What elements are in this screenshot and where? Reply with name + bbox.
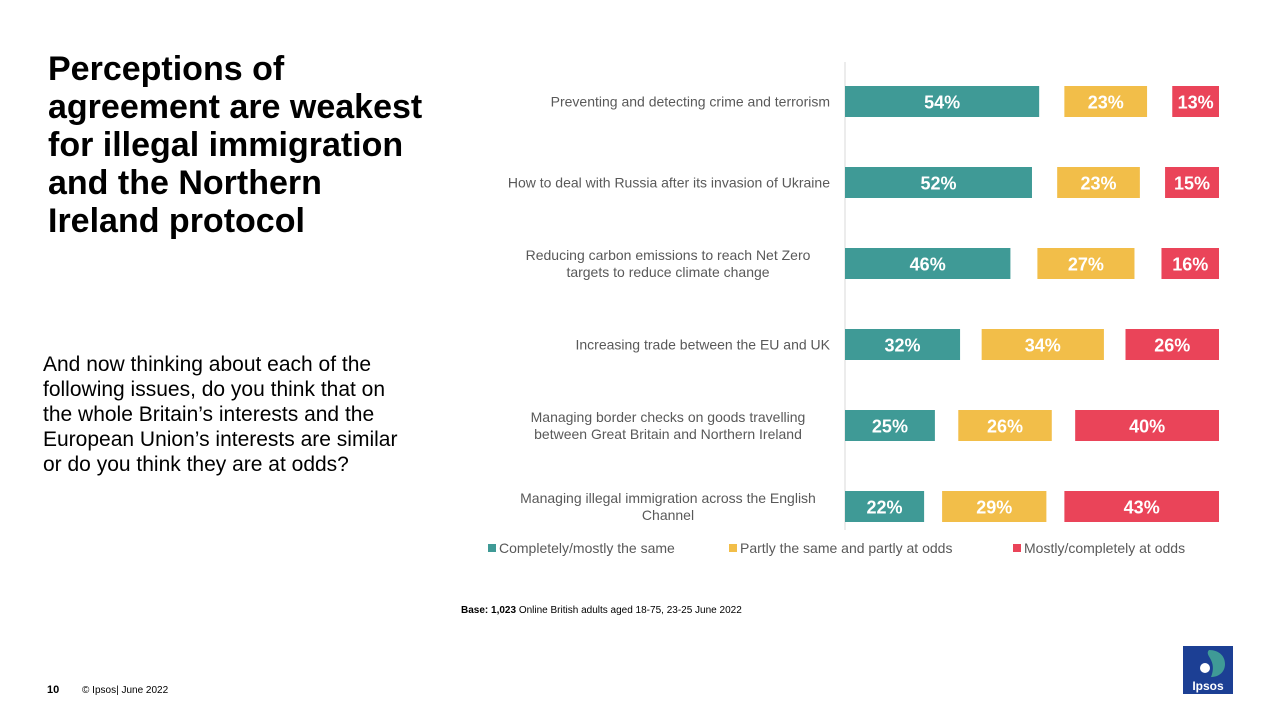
- bar-odds: [1172, 86, 1219, 117]
- bar-value-label: 25%: [872, 417, 908, 437]
- legend-label-odds: Mostly/completely at odds: [1024, 540, 1185, 556]
- bar-partly: [942, 491, 1047, 522]
- bar-odds: [1165, 167, 1219, 198]
- base-prefix: Base: 1,023: [461, 605, 517, 616]
- legend-label-same: Completely/mostly the same: [499, 540, 675, 556]
- bar-same: [845, 491, 925, 522]
- bar-value-label: 29%: [976, 498, 1012, 518]
- bar-value-label: 16%: [1172, 255, 1208, 275]
- bar-partly: [958, 410, 1052, 441]
- bar-value-label: 40%: [1129, 417, 1165, 437]
- survey-question: And now thinking about each of the follo…: [43, 353, 398, 476]
- bar-value-label: 43%: [1124, 498, 1160, 518]
- bar-same: [845, 329, 961, 360]
- bar-same: [845, 167, 1032, 198]
- bar-same: [845, 86, 1040, 117]
- bar-partly: [981, 329, 1104, 360]
- logo-wordmark: Ipsos: [1192, 679, 1224, 693]
- category-label: Managing illegal immigration across the …: [520, 490, 816, 523]
- category-label: Reducing carbon emissions to reach Net Z…: [526, 247, 811, 280]
- bar-value-label: 52%: [920, 174, 956, 194]
- legend-swatch-odds: [1013, 544, 1021, 552]
- copyright: © Ipsos| June 2022: [82, 685, 169, 696]
- bar-value-label: 34%: [1025, 336, 1061, 356]
- bar-value-label: 46%: [910, 255, 946, 275]
- bar-value-label: 23%: [1081, 174, 1117, 194]
- legend-swatch-partly: [729, 544, 737, 552]
- bar-value-label: 26%: [1154, 336, 1190, 356]
- bar-partly: [1064, 86, 1148, 117]
- bar-value-label: 54%: [924, 93, 960, 113]
- bar-odds: [1161, 248, 1219, 279]
- legend-label-partly: Partly the same and partly at odds: [740, 540, 952, 556]
- category-label: Increasing trade between the EU and UK: [576, 337, 831, 353]
- bar-partly: [1037, 248, 1135, 279]
- bar-value-label: 27%: [1068, 255, 1104, 275]
- bar-value-label: 22%: [867, 498, 903, 518]
- base-note: Base: 1,023 Online British adults aged 1…: [461, 605, 742, 616]
- bar-same: [845, 410, 935, 441]
- ipsos-logo: Ipsos: [1183, 646, 1233, 694]
- base-text: Online British adults aged 18-75, 23-25 …: [516, 605, 742, 616]
- bar-value-label: 15%: [1174, 174, 1210, 194]
- footer: 10 © Ipsos| June 2022: [47, 684, 168, 696]
- bar-value-label: 23%: [1088, 93, 1124, 113]
- bar-value-label: 26%: [987, 417, 1023, 437]
- bar-odds: [1125, 329, 1219, 360]
- bar-value-label: 13%: [1178, 93, 1214, 113]
- legend-swatch-same: [488, 544, 496, 552]
- bar-partly: [1057, 167, 1140, 198]
- category-label: Managing border checks on goods travelli…: [531, 409, 806, 442]
- bar-value-label: 32%: [885, 336, 921, 356]
- slide-title: Perceptions of agreement are weakest for…: [48, 50, 423, 240]
- bar-same: [845, 248, 1011, 279]
- category-label: Preventing and detecting crime and terro…: [551, 94, 830, 110]
- page-number: 10: [47, 684, 60, 696]
- bar-odds: [1075, 410, 1219, 441]
- bar-odds: [1064, 491, 1219, 522]
- category-label: How to deal with Russia after its invasi…: [508, 175, 830, 191]
